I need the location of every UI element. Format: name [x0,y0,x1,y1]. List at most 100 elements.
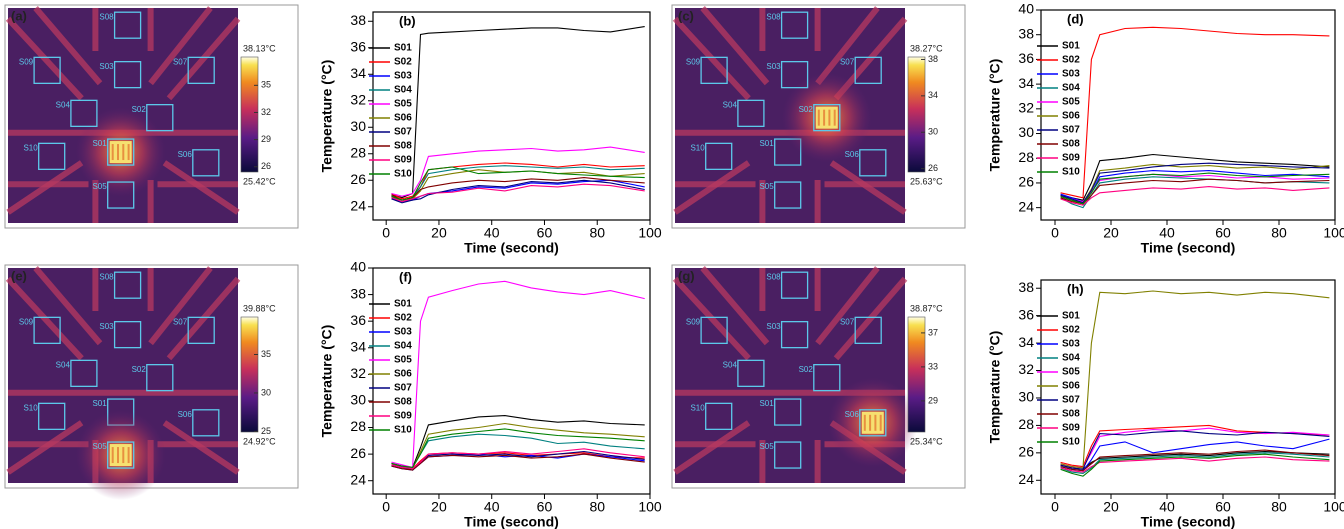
sensor-label: S06 [845,150,860,159]
x-tick-label: 60 [537,225,553,241]
sensor-label: S07 [173,57,188,66]
series-line [392,180,645,203]
legend-label: S01 [394,299,412,310]
sensor-label: S05 [92,182,107,191]
figure: S01S02S03S04S05S06S07S08S09S10(a)38.13°C… [0,0,1344,529]
legend-label: S02 [394,57,412,68]
x-tick-label: 80 [1271,499,1287,515]
x-tick-label: 20 [1103,225,1119,241]
sensor-label: S05 [759,442,774,451]
sensor-label: S06 [845,410,860,419]
colorbar-tick-label: 37 [928,327,938,337]
x-axis-title: Time (second) [1141,514,1236,529]
series-line [1061,164,1330,202]
legend-label: S10 [394,425,412,436]
colorbar-tick-label: 26 [261,161,271,171]
colorbar-tick-label: 30 [928,127,938,137]
y-tick-label: 36 [1018,50,1034,66]
series-line [392,429,645,468]
legend-label: S08 [1062,139,1080,150]
legend-label: S04 [394,341,412,352]
sensor-label: S08 [766,272,781,281]
legend-label: S03 [394,71,412,82]
series-line [1061,454,1330,476]
legend-label: S01 [1062,41,1080,52]
legend-label: S09 [394,411,412,422]
y-tick-label: 34 [1018,334,1034,350]
sensor-label: S03 [766,62,781,71]
colorbar-tick-label: 33 [928,361,938,371]
panel-label: (c) [678,8,694,23]
panel-label: (a) [11,8,27,23]
plot-frame [373,268,650,494]
panel-label: (h) [1067,281,1084,296]
colorbar-tick-label: 26 [928,163,938,173]
x-tick-label: 80 [589,225,605,241]
sensor-label: S02 [132,105,147,114]
legend-label: S09 [1062,423,1080,434]
colorbar [241,317,258,432]
colorbar-tick-label: 34 [928,90,938,100]
colorbar-min-label: 24.92°C [243,436,276,446]
panel-label: (f) [399,269,412,284]
colorbar-tick-label: 29 [928,395,938,405]
series-line [392,167,645,200]
colorbar-tick-label: 30 [261,387,271,397]
sensor-label: S09 [19,57,34,66]
sensor-label: S04 [723,100,738,109]
sensor-label: S04 [56,360,71,369]
x-tick-label: 20 [431,499,447,515]
sensor-label: S04 [723,360,738,369]
series-line [392,434,645,467]
x-axis-title: Time (second) [464,514,559,529]
panel-label: (e) [11,268,27,283]
x-axis-title: Time (second) [1141,240,1236,256]
colorbar-tick-label: 25 [261,426,271,436]
x-tick-label: 100 [638,499,662,515]
series-line [392,180,645,201]
y-tick-label: 34 [350,65,366,81]
y-tick-label: 24 [1018,198,1034,214]
x-tick-label: 60 [1215,499,1231,515]
series-line [392,449,645,469]
sensor-label: S03 [99,62,114,71]
sensor-label: S01 [92,399,107,408]
y-axis-title: Temperature (°C) [987,331,1003,444]
x-axis-title: Time (second) [464,240,559,256]
sensor-label: S02 [132,365,147,374]
legend-label: S04 [1062,83,1080,94]
x-tick-label: 20 [431,225,447,241]
y-tick-label: 26 [1018,444,1034,460]
y-tick-label: 34 [1018,75,1034,91]
series-line [1061,173,1330,204]
y-tick-label: 34 [350,338,366,354]
legend-label: S08 [394,397,412,408]
y-tick-label: 30 [350,118,366,134]
series-line [1061,450,1330,471]
sensor-label: S05 [759,182,774,191]
y-tick-label: 28 [350,418,366,434]
legend-label: S09 [1062,153,1080,164]
colorbar-tick-label: 29 [261,134,271,144]
x-tick-label: 20 [1103,499,1119,515]
x-tick-label: 100 [638,225,662,241]
sensor-label: S08 [99,12,114,21]
legend-label: S04 [394,85,412,96]
legend-label: S06 [1062,111,1080,122]
legend-label: S05 [394,99,412,110]
x-tick-label: 0 [1051,225,1059,241]
series-line [1061,155,1330,201]
legend-label: S02 [1062,55,1080,66]
y-tick-label: 36 [1018,306,1034,322]
y-tick-label: 36 [350,38,366,54]
y-tick-label: 40 [1018,1,1034,17]
series-line [1061,453,1330,474]
legend-label: S01 [394,43,412,54]
y-tick-label: 32 [1018,361,1034,377]
sensor-label: S05 [92,442,107,451]
legend-label: S04 [1062,353,1080,364]
colorbar [908,317,925,432]
y-tick-label: 38 [1018,279,1034,295]
legend-label: S06 [394,113,412,124]
colorbar-max-label: 39.88°C [243,303,276,313]
